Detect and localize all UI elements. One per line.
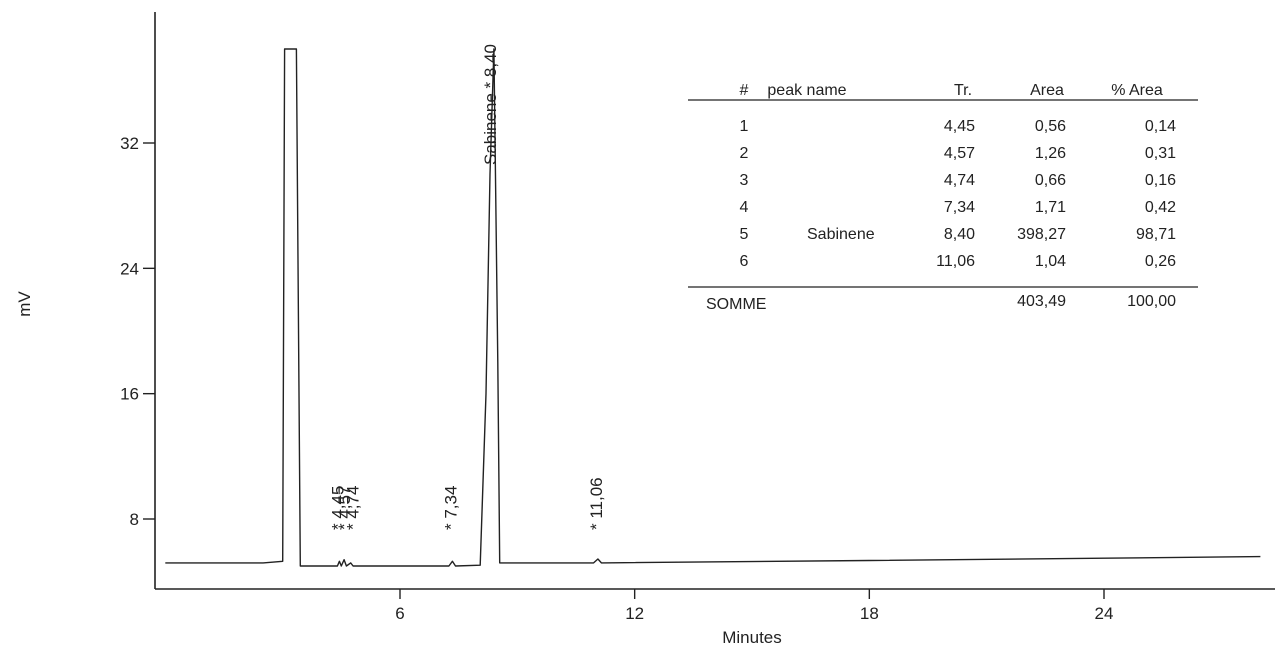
peak-label: Sabinene * 8,40 <box>481 44 500 165</box>
peak-label: * 11,06 <box>587 477 606 530</box>
table-header-cell: peak name <box>767 82 846 99</box>
table-cell: 0,56 <box>1035 118 1066 135</box>
peak-label: * 4,74 <box>344 486 363 530</box>
x-tick-label: 12 <box>625 604 644 623</box>
table-cell: 5 <box>740 226 749 243</box>
peak-label: * 4,57 <box>335 486 354 530</box>
table-cell: 2 <box>740 145 749 162</box>
table-header-cell: % Area <box>1111 82 1163 99</box>
peak-label: * 4,45 <box>328 486 347 530</box>
table-cell: 1,26 <box>1035 145 1066 162</box>
table-cell: 4,74 <box>944 172 975 189</box>
table-header-cell: # <box>740 82 749 99</box>
y-tick-label: 8 <box>130 510 139 529</box>
table-cell: 1 <box>740 118 749 135</box>
table-cell: 0,66 <box>1035 172 1066 189</box>
table-cell: 8,40 <box>944 226 975 243</box>
peak-labels: * 4,45* 4,57* 4,74 * 7,34 Sabinene * 8,40 *… <box>328 44 606 530</box>
y-tick-label: 32 <box>120 134 139 153</box>
table-cell: 4,57 <box>944 145 975 162</box>
table-cell: 98,71 <box>1136 226 1176 243</box>
x-tick-label: 18 <box>860 604 879 623</box>
table-cell: 0,26 <box>1145 253 1176 270</box>
table-cell: 4 <box>740 199 749 216</box>
peak-label: * 7,34 <box>441 486 460 530</box>
table-total-label: SOMME <box>706 296 766 313</box>
chromatogram-trace <box>165 48 1261 567</box>
table-total-cell: 100,00 <box>1127 293 1176 310</box>
table-header-cell: Tr. <box>954 82 972 99</box>
results-table: # peak name Tr. Area % Area 1 4,45 0,56 0,14 2 4,5… <box>688 82 1198 313</box>
table-cell: 0,31 <box>1145 145 1176 162</box>
y-tick-label: 24 <box>120 259 139 278</box>
table-cell: Sabinene <box>807 226 875 243</box>
table-cell: 1,04 <box>1035 253 1066 270</box>
table-cell: 1,71 <box>1035 199 1066 216</box>
table-cell: 4,45 <box>944 118 975 135</box>
table-cell: 0,16 <box>1145 172 1176 189</box>
table-total-cell: 403,49 <box>1017 293 1066 310</box>
table-cell: 11,06 <box>936 253 975 270</box>
table-cell: 0,14 <box>1145 118 1176 135</box>
table-cell: 0,42 <box>1145 199 1176 216</box>
y-axis-label: mV <box>15 291 34 317</box>
y-tick-label: 16 <box>120 385 139 404</box>
table-cell: 6 <box>740 253 749 270</box>
x-tick-label: 6 <box>395 604 404 623</box>
table-cell: 3 <box>740 172 749 189</box>
table-header-cell: Area <box>1030 82 1064 99</box>
x-tick-label: 24 <box>1095 604 1114 623</box>
x-axis-label: Minutes <box>722 628 782 647</box>
trace-layer <box>165 48 1261 567</box>
table-cell: 398,27 <box>1017 226 1066 243</box>
table-cell: 7,34 <box>944 199 975 216</box>
